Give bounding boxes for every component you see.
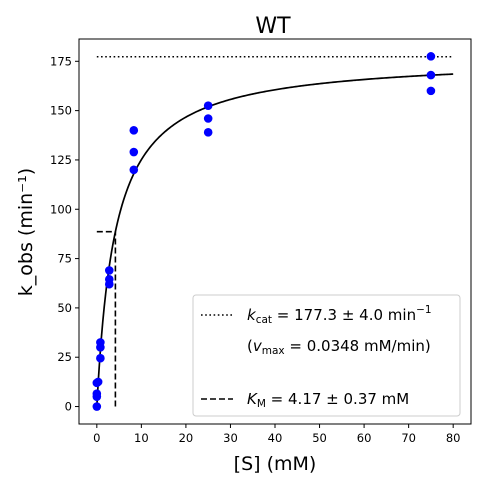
x-tick-label: 50	[312, 431, 327, 445]
x-tick-label: 70	[401, 431, 416, 445]
x-tick-label: 20	[179, 431, 194, 445]
legend-kcat-symbol: k	[247, 306, 257, 324]
legend-vmax-symbol: v	[253, 337, 263, 355]
x-axis-label: [S] (mM)	[234, 453, 317, 475]
legend-box	[192, 294, 461, 417]
y-axis-label: k_obs (min⁻¹)	[15, 168, 37, 296]
data-point	[129, 147, 139, 157]
legend-vmax-entry: (vmax = 0.0348 mM/min)	[247, 337, 431, 357]
x-tick-label: 10	[134, 431, 149, 445]
legend-kcat-sub: cat	[256, 314, 272, 326]
data-point	[96, 338, 105, 347]
legend-km-value: = 4.17 ± 0.37 mM	[266, 390, 409, 408]
x-tick-label: 80	[446, 431, 461, 445]
legend-km-symbol: K	[247, 390, 258, 408]
data-point	[92, 402, 102, 411]
data-point	[93, 377, 103, 387]
y-tick-label: 25	[57, 350, 72, 364]
y-tick-label: 75	[57, 252, 72, 266]
data-point	[426, 70, 436, 80]
y-tick-label: 0	[65, 400, 72, 414]
data-point	[92, 389, 102, 399]
data-point	[203, 101, 213, 110]
legend-km-entry: KM = 4.17 ± 0.37 mM	[247, 390, 409, 410]
data-point	[104, 266, 114, 275]
y-axis-ticks: 0 25 50 75 100 125 150 175	[50, 54, 79, 414]
legend-km-sub: M	[257, 398, 266, 410]
x-tick-label: 40	[268, 431, 283, 445]
data-point	[129, 126, 139, 135]
legend-kcat-entry: kcat = 177.3 ± 4.0 min−1	[247, 304, 432, 326]
y-tick-label: 100	[50, 202, 72, 216]
data-point	[426, 86, 436, 96]
legend-vmax-sub: max	[262, 345, 285, 357]
fit-curve	[95, 73, 454, 407]
y-tick-label: 50	[57, 301, 72, 315]
data-point	[96, 353, 105, 363]
x-tick-label: 0	[93, 431, 100, 445]
data-point	[203, 114, 213, 123]
data-points	[92, 52, 436, 411]
data-point	[129, 165, 139, 175]
y-tick-label: 125	[50, 153, 72, 167]
legend-vmax-value: = 0.0348 mM/min)	[285, 337, 431, 355]
chart-lines	[95, 55, 454, 407]
y-tick-label: 150	[50, 104, 72, 118]
data-point	[426, 52, 436, 61]
y-tick-label: 175	[50, 54, 72, 68]
legend: kcat = 177.3 ± 4.0 min−1 (vmax = 0.0348 …	[192, 294, 461, 417]
x-axis-ticks: 0 10 20 30 40 50 60 70 80	[93, 424, 461, 445]
legend-kcat-value: = 177.3 ± 4.0 min	[272, 306, 416, 324]
data-point	[203, 128, 213, 137]
x-tick-label: 60	[357, 431, 372, 445]
data-point	[104, 274, 114, 284]
legend-vmax-open: (	[247, 337, 253, 355]
legend-kcat-unit-sup: −1	[416, 304, 431, 316]
chart-title: WT	[255, 14, 291, 39]
x-tick-label: 30	[223, 431, 238, 445]
